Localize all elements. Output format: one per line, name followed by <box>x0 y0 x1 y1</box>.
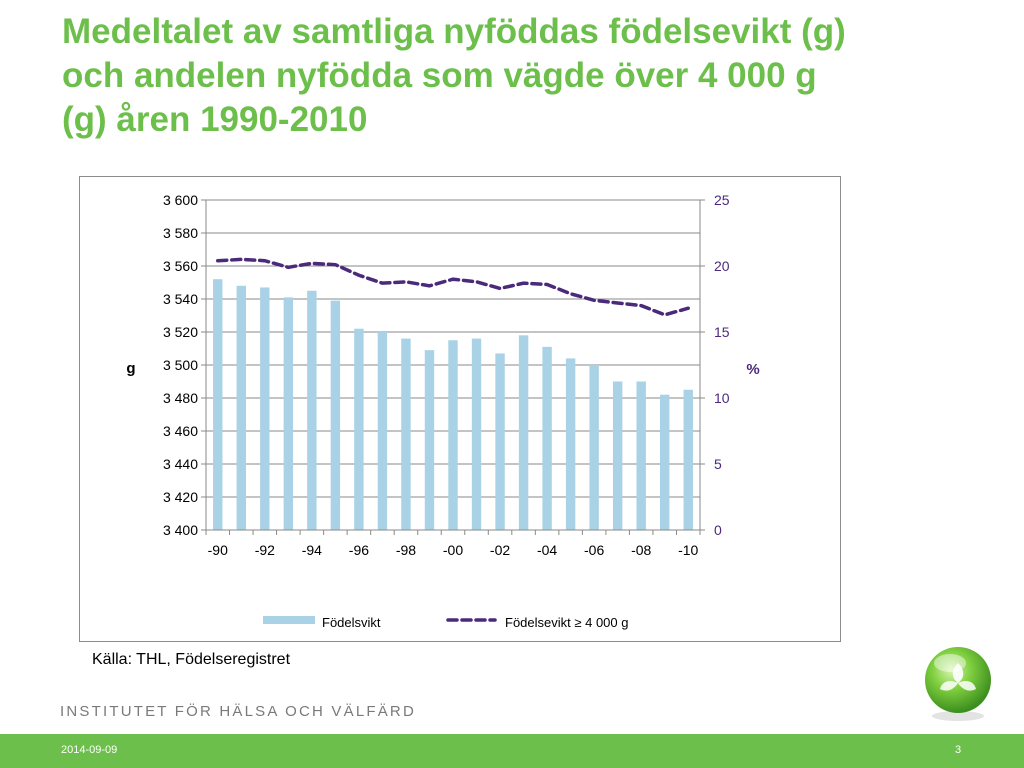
bar <box>260 287 270 530</box>
y-tick-label: 3 400 <box>163 522 198 538</box>
globe-logo-icon <box>925 647 991 721</box>
y-tick-label: 3 580 <box>163 225 198 241</box>
y-tick-label: 3 480 <box>163 390 198 406</box>
y2-axis-title: % <box>746 361 759 378</box>
y2-tick-label: 5 <box>714 456 722 472</box>
bar <box>236 285 246 530</box>
y2-tick-label: 0 <box>714 522 722 538</box>
y-tick-label: 3 500 <box>163 357 198 373</box>
bar <box>283 297 294 530</box>
bar <box>612 381 623 530</box>
x-tick-label: -92 <box>255 542 275 558</box>
y2-tick-label: 15 <box>714 324 730 340</box>
combo-chart: 3 400 3 420 3 440 3 460 3 480 3 500 3 520 3 540… <box>126 192 759 630</box>
bar <box>589 365 599 530</box>
y2-tick-label: 25 <box>714 192 730 208</box>
bar <box>213 279 223 530</box>
source-note: Källa: THL, Födelseregistret <box>92 651 291 668</box>
bar <box>448 340 458 530</box>
bar <box>401 338 411 530</box>
x-tick-label: -90 <box>208 542 228 558</box>
x-tick-label: -06 <box>584 542 604 558</box>
y2-tick-label: 20 <box>714 258 730 274</box>
legend-line-label: Födelsevikt ≥ 4 000 g <box>505 615 628 630</box>
y-tick-label: 3 420 <box>163 489 198 505</box>
page-number: 3 <box>955 744 962 756</box>
y-tick-label: 3 600 <box>163 192 198 208</box>
y-axis-title: g <box>126 360 135 377</box>
y-tick-label: 3 520 <box>163 324 198 340</box>
x-tick-label: -10 <box>678 542 698 558</box>
y2-tick-label: 10 <box>714 390 730 406</box>
y-tick-label: 3 440 <box>163 456 198 472</box>
x-tick-label: -00 <box>443 542 463 558</box>
line-series <box>216 257 690 317</box>
slide-date: 2014-09-09 <box>61 744 118 756</box>
bar <box>542 346 552 530</box>
organization-name: INSTITUTET FÖR HÄLSA OCH VÄLFÄRD <box>60 703 417 720</box>
slide-title: Medeltalet av samtliga nyföddas födelsev… <box>62 12 846 139</box>
bar <box>518 335 529 530</box>
y-tick-label: 3 560 <box>163 258 198 274</box>
bar <box>636 381 646 530</box>
y-tick-label: 3 540 <box>163 291 198 307</box>
bar <box>330 300 341 530</box>
bar <box>565 358 576 530</box>
x-tick-label: -94 <box>302 542 322 558</box>
y-tick-label: 3 460 <box>163 423 198 439</box>
bar <box>660 394 670 530</box>
bar <box>307 290 317 530</box>
legend-bar-swatch <box>263 616 315 624</box>
x-tick-label: -02 <box>490 542 510 558</box>
x-tick-label: -96 <box>349 542 369 558</box>
footer-bar <box>0 734 1024 768</box>
bar <box>683 389 693 530</box>
x-tick-label: -98 <box>396 542 416 558</box>
bar <box>424 350 435 530</box>
x-tick-label: -04 <box>537 542 557 558</box>
bar <box>471 338 482 530</box>
legend-bar-label: Födelsvikt <box>322 615 381 630</box>
chart-container: 3 400 3 420 3 440 3 460 3 480 3 500 3 520 3 540… <box>79 176 841 642</box>
bar <box>495 353 505 530</box>
bar <box>377 332 388 530</box>
x-tick-label: -08 <box>631 542 651 558</box>
bar <box>354 328 364 530</box>
